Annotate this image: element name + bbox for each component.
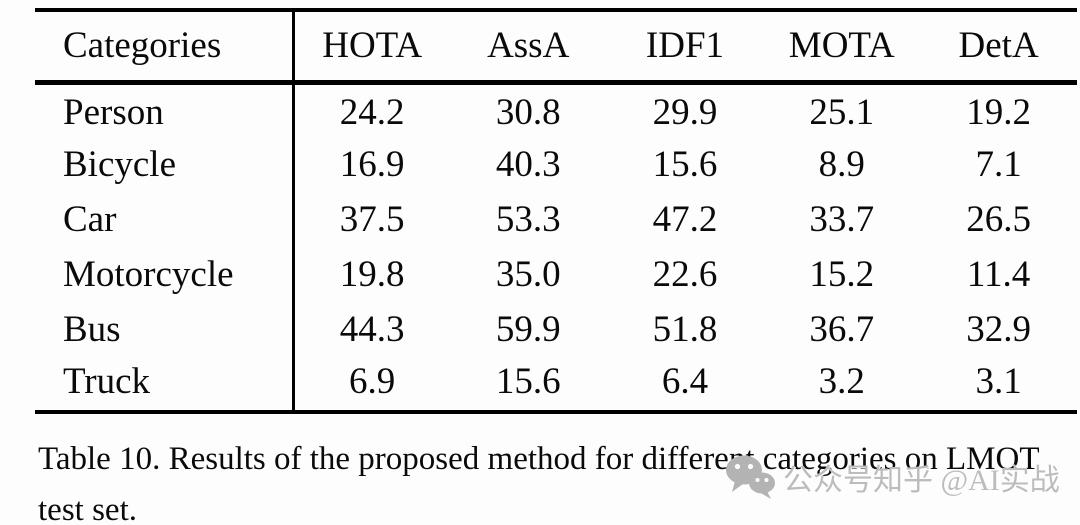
table-cell: 44.3: [339, 309, 405, 350]
row-category: Motorcycle: [35, 247, 295, 302]
row-category: Bus: [35, 302, 295, 357]
table-row-car: Car 37.5 53.3 47.2 33.7 26.5: [35, 192, 1077, 247]
table-row-motorcycle: Motorcycle 19.8 35.0 22.6 15.2 11.4: [35, 247, 1077, 302]
table-row-bus: Bus 44.3 59.9 51.8 36.7 32.9: [35, 302, 1077, 357]
table-cell: 25.1: [809, 92, 875, 134]
table-cell: 15.6: [652, 144, 718, 185]
table-cell: 32.9: [966, 309, 1031, 350]
results-table: Categories HOTA AssA IDF1 MOTA DetA Pers…: [35, 8, 1077, 414]
row-category: Truck: [35, 357, 295, 412]
table-row-person: Person 24.2 30.8 29.9 25.1 19.2: [35, 82, 1077, 137]
table-cell: 19.2: [966, 92, 1031, 134]
table-cell: 15.2: [809, 254, 875, 295]
table-cell: 40.3: [495, 144, 561, 185]
table-cell: 11.4: [966, 254, 1031, 295]
table-cell: 24.2: [339, 92, 405, 134]
column-header-categories: Categories: [35, 10, 295, 85]
table-row-bicycle: Bicycle 16.9 40.3 15.6 8.9 7.1: [35, 137, 1077, 192]
table-cell: 3.2: [818, 361, 865, 402]
table-cell: 47.2: [652, 199, 718, 240]
table-cell: 6.4: [661, 361, 709, 402]
table-caption: Table 10. Results of the proposed method…: [38, 441, 1039, 525]
table-cell: 51.8: [652, 309, 718, 350]
table-cell: 29.9: [652, 92, 718, 134]
table-cell: 30.8: [495, 92, 561, 134]
column-header-idf1: IDF1: [606, 10, 764, 85]
table-cell: 36.7: [809, 309, 875, 350]
table-cell: 37.5: [339, 199, 405, 240]
table-cell: 7.1: [975, 144, 1022, 185]
table-cell: 59.9: [495, 309, 561, 350]
table-cell: 33.7: [809, 199, 875, 240]
table-cell: 3.1: [975, 361, 1022, 402]
table-cell: 16.9: [339, 144, 405, 185]
column-header-mota: MOTA: [763, 10, 921, 85]
table-cell: 8.9: [818, 144, 865, 185]
column-header-hota: HOTA: [293, 10, 450, 85]
table-cell: 22.6: [652, 254, 718, 295]
row-category: Person: [35, 82, 295, 137]
column-header-deta: DetA: [920, 10, 1077, 85]
table-cell: 53.3: [495, 199, 561, 240]
row-category: Car: [35, 192, 295, 247]
table-cell: 15.6: [495, 361, 561, 402]
row-category: Bicycle: [35, 137, 295, 192]
table-cell: 35.0: [495, 254, 561, 295]
table-cell: 19.8: [339, 254, 405, 295]
table-row-truck: Truck 6.9 15.6 6.4 3.2 3.1: [35, 357, 1077, 412]
column-header-assa: AssA: [449, 10, 607, 85]
table-cell: 26.5: [966, 199, 1031, 240]
table-cell: 6.9: [349, 361, 396, 402]
table-header-row: Categories HOTA AssA IDF1 MOTA DetA: [35, 10, 1077, 85]
